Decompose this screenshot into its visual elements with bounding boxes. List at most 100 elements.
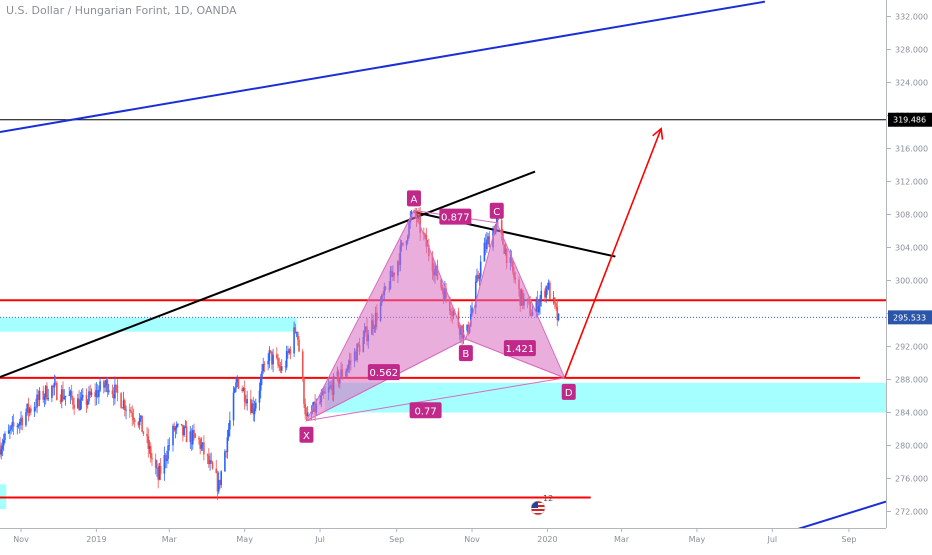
candle-body	[294, 327, 297, 333]
candle-body	[2, 440, 5, 446]
candle-body	[536, 298, 539, 313]
time-axis[interactable]: Nov 2019 Mar May Jul Sep Nov 2020 Mar May Jul Sep	[0, 528, 886, 551]
pattern-point-marker-d	[561, 383, 576, 400]
candle-body	[190, 431, 193, 445]
candle-body	[305, 414, 308, 417]
candle-body	[51, 386, 53, 398]
candle-body	[81, 395, 84, 398]
candle-body	[537, 305, 540, 313]
candle-body	[549, 282, 551, 299]
candle-body	[138, 418, 141, 426]
candle-body	[289, 349, 292, 354]
candle-body	[21, 417, 24, 426]
candle-body	[44, 385, 47, 398]
candle-body	[183, 426, 185, 436]
price-axis-labels[interactable]: 332.000328.000324.000320.000316.000312.0…	[887, 0, 932, 528]
price-tick-label: 272.000	[895, 508, 928, 517]
candle-body	[43, 397, 46, 400]
candle-body	[59, 399, 62, 403]
candle-body	[121, 407, 124, 409]
candle-body	[158, 466, 161, 480]
trend-line-1	[797, 500, 886, 528]
price-tick-label: 312.000	[895, 178, 928, 187]
candle-body	[167, 445, 169, 460]
candle-body	[185, 426, 188, 443]
candle-body	[275, 354, 278, 358]
candle-body	[484, 242, 487, 250]
price-tick-label: 316.000	[895, 145, 928, 154]
candle-body	[253, 408, 256, 415]
candle-body	[12, 422, 15, 427]
candle-body	[261, 371, 263, 379]
price-tick-label: 280.000	[895, 442, 928, 451]
candle-body	[552, 297, 555, 299]
ratio-badge-xad	[409, 402, 442, 419]
symbol-title: U.S. Dollar / Hungarian Forint, 1D, OAND…	[6, 4, 237, 17]
economic-event-flag[interactable]: 12	[530, 493, 553, 517]
candle-body	[547, 282, 550, 290]
us-flag-icon[interactable]: 12	[530, 493, 553, 517]
time-axis-labels[interactable]: Nov 2019 Mar May Jul Sep Nov 2020 Mar May Jul Sep	[0, 529, 886, 551]
candle-body	[172, 426, 174, 446]
candle-body	[4, 433, 6, 441]
candle-body	[545, 286, 547, 298]
candle-body	[235, 382, 237, 389]
candle-body	[251, 403, 253, 413]
candle-body	[193, 430, 195, 434]
last-price-badge-bg	[888, 310, 932, 325]
pattern-point-marker-a	[406, 190, 421, 207]
candle-body	[226, 437, 229, 453]
candle-body	[20, 417, 22, 422]
ratio-label-xad: 0.77	[414, 406, 436, 417]
candle-body	[278, 364, 281, 367]
price-tick-label: 304.000	[895, 244, 928, 253]
candle-body	[224, 451, 226, 472]
candle-body	[285, 350, 288, 368]
event-count: 12	[543, 494, 553, 503]
candle-body	[130, 410, 132, 413]
price-tick-label: 332.000	[895, 13, 928, 22]
candle-body	[96, 390, 99, 397]
ratio-badge-bcd	[503, 340, 536, 357]
projection-arrow	[563, 128, 662, 379]
pattern-point-label-c: C	[493, 207, 500, 218]
candle-body	[64, 395, 67, 398]
pattern-line-bd	[465, 338, 565, 379]
candle-body	[52, 386, 54, 388]
candle-body	[78, 398, 80, 411]
candle-body	[33, 406, 36, 412]
candle-body	[7, 430, 10, 434]
candle-body	[63, 397, 66, 400]
price-chart[interactable]: X A B C D 0.562 0.877 1.421 0.77	[0, 0, 886, 528]
candle-body	[555, 303, 557, 307]
candle-body	[466, 324, 468, 331]
candle-body	[125, 409, 127, 411]
time-tick-label: Mar	[614, 535, 630, 544]
candle-body	[62, 389, 64, 400]
candle-body	[474, 281, 477, 308]
projection-arrow-head	[652, 127, 664, 140]
chart-plot-area[interactable]: X A B C D 0.562 0.877 1.421 0.77 U.S. Dollar / H…	[0, 0, 886, 528]
candle-body	[304, 403, 307, 415]
candle-body	[112, 394, 115, 399]
price-tick-label: 292.000	[895, 343, 928, 352]
candle-body	[159, 466, 162, 474]
candle-body	[90, 392, 93, 396]
support-zone-1	[324, 382, 886, 413]
candle-body	[106, 379, 109, 393]
pattern-point-label-x: X	[303, 431, 310, 442]
candle-body	[277, 357, 279, 365]
pattern-point-label-b: B	[462, 349, 469, 360]
price-axis[interactable]: 332.000328.000324.000320.000316.000312.0…	[886, 0, 932, 528]
candle-body	[80, 397, 83, 401]
candle-body	[72, 397, 74, 405]
candle-body	[156, 467, 158, 469]
candle-body	[540, 290, 543, 299]
candle-body	[46, 385, 48, 400]
price-tick-label: 324.000	[895, 79, 928, 88]
ratio-label-xab: 0.562	[370, 368, 399, 379]
candle-body	[26, 403, 28, 413]
candle-body	[258, 390, 261, 403]
candle-body	[416, 214, 419, 220]
candle-body	[141, 415, 143, 432]
